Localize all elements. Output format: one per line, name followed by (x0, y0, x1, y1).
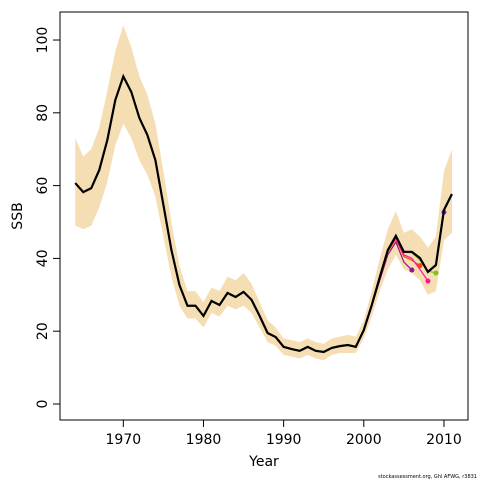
x-tick-label: 1980 (186, 432, 222, 448)
y-tick-label: 40 (35, 249, 51, 267)
y-tick-label: 20 (35, 322, 51, 340)
y-tick-label: 80 (35, 104, 51, 122)
confidence-band (75, 25, 452, 361)
x-tick-label: 1970 (106, 432, 142, 448)
end-point (409, 267, 415, 273)
caption: stockassessment.org, Ghl AFWG, r3831 (378, 474, 477, 480)
y-tick-label: 60 (35, 177, 51, 195)
y-tick-label: 0 (35, 400, 51, 409)
plot-frame (59, 11, 469, 421)
x-tick-label: 2010 (426, 432, 462, 448)
series-line (74, 73, 453, 354)
x-tick-label: 1990 (266, 432, 302, 448)
end-point (425, 278, 431, 284)
x-tick-label: 2000 (346, 432, 382, 448)
y-tick-label: 100 (35, 27, 51, 54)
end-point (433, 270, 439, 276)
y-axis-label: SSB (10, 202, 26, 229)
x-axis-label: Year (248, 454, 279, 470)
